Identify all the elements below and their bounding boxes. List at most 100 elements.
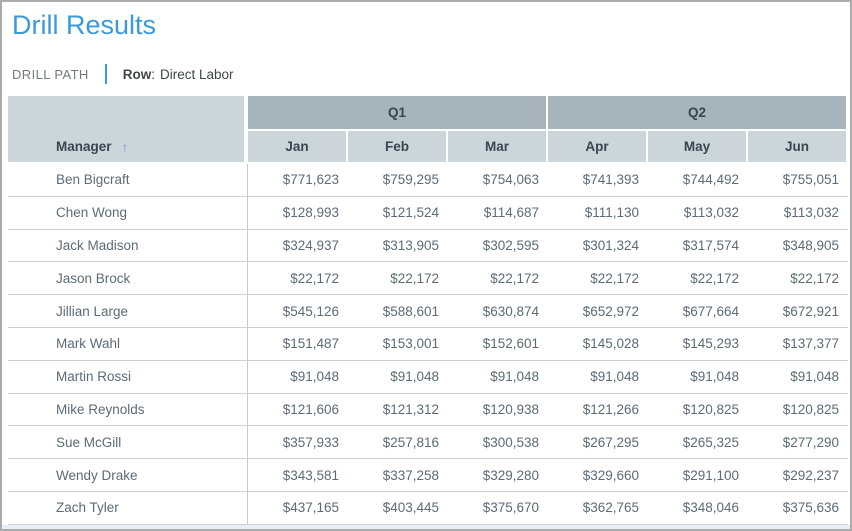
value-cell: $313,905	[382, 237, 439, 253]
value-cell: $630,874	[482, 303, 539, 319]
value-cell: $114,687	[483, 205, 539, 221]
value-cell: $267,295	[582, 434, 639, 450]
value-cell: $113,032	[783, 205, 839, 221]
value-cell: $22,172	[390, 270, 439, 286]
drill-path-divider	[104, 64, 107, 84]
manager-cell: Jack Madison	[8, 229, 248, 262]
value-cell: $121,266	[582, 401, 639, 417]
value-cell: $121,606	[282, 401, 339, 417]
value-cell: $300,538	[482, 434, 539, 450]
table-row: Ben Bigcraft $771,623 $759,295 $754,063 …	[8, 164, 848, 197]
value-cell: $771,623	[282, 172, 339, 188]
value-cell: $545,126	[282, 303, 339, 319]
value-cell: $128,993	[282, 205, 339, 221]
value-cell: $265,325	[682, 434, 739, 450]
column-header-jun[interactable]: Jun	[748, 131, 848, 162]
value-cell: $277,290	[782, 434, 839, 450]
value-cell: $91,048	[390, 369, 439, 385]
value-cell: $145,293	[682, 336, 739, 352]
value-cell: $22,172	[490, 270, 539, 286]
value-cell: $153,001	[382, 336, 439, 352]
value-cell: $375,636	[782, 500, 839, 516]
group-q1-label: Q1	[387, 105, 406, 120]
value-cell: $759,295	[382, 172, 439, 188]
month-label: May	[683, 139, 711, 154]
manager-cell: Martin Rossi	[8, 360, 248, 393]
table-row: Jason Brock $22,172 $22,172 $22,172 $22,…	[8, 262, 848, 296]
group-header-q2: Q2	[548, 96, 848, 129]
column-header-feb[interactable]: Feb	[348, 131, 448, 162]
value-cell: $744,492	[682, 172, 739, 188]
table-row: Sue McGill $357,933 $257,816 $300,538 $2…	[8, 426, 848, 460]
sort-ascending-icon[interactable]: ↑	[121, 139, 129, 155]
manager-cell: Jillian Large	[8, 295, 248, 327]
table-row: Mike Reynolds $121,606 $121,312 $120,938…	[8, 393, 848, 427]
value-cell: $120,825	[682, 401, 739, 417]
value-cell: $137,377	[782, 336, 839, 352]
column-header-may[interactable]: May	[648, 131, 748, 162]
value-cell: $329,660	[582, 467, 639, 483]
month-label: Jun	[784, 139, 809, 154]
value-cell: $22,172	[290, 270, 339, 286]
value-cell: $324,937	[282, 237, 339, 253]
horizontal-scrollbar-track[interactable]	[2, 525, 850, 529]
value-cell: $343,581	[282, 467, 339, 483]
value-cell: $741,393	[582, 172, 639, 188]
value-cell: $292,237	[782, 467, 839, 483]
value-cell: $111,130	[584, 205, 639, 221]
drill-path-row-label: Row	[122, 66, 152, 82]
drill-path-bar: DRILL PATH Row: Direct Labor	[12, 64, 850, 84]
value-cell: $302,595	[482, 237, 539, 253]
drill-path-row-value: Direct Labor	[159, 66, 234, 82]
table-body: Ben Bigcraft $771,623 $759,295 $754,063 …	[8, 164, 848, 525]
manager-cell: Ben Bigcraft	[8, 164, 248, 196]
value-cell: $291,100	[682, 467, 739, 483]
value-cell: $652,972	[582, 303, 639, 319]
value-cell: $120,825	[782, 401, 839, 417]
value-cell: $588,601	[382, 303, 439, 319]
value-cell: $22,172	[590, 270, 639, 286]
value-cell: $257,816	[382, 434, 439, 450]
value-cell: $375,670	[482, 500, 539, 516]
drill-results-table: Manager ↑ Q1 Q2 Jan Feb Mar Apr May Jun …	[8, 96, 848, 525]
table-header: Manager ↑ Q1 Q2 Jan Feb Mar Apr May Jun	[8, 96, 848, 162]
value-cell: $152,601	[482, 336, 539, 352]
page-title: Drill Results	[12, 10, 157, 40]
table-row: Mark Wahl $151,487 $153,001 $152,601 $14…	[8, 327, 848, 361]
value-cell: $329,280	[482, 467, 539, 483]
value-cell: $91,048	[790, 369, 839, 385]
value-cell: $437,165	[282, 500, 339, 516]
month-label: Mar	[484, 139, 509, 154]
value-cell: $754,063	[482, 172, 539, 188]
month-label: Feb	[384, 139, 409, 154]
column-header-apr[interactable]: Apr	[548, 131, 648, 162]
value-cell: $755,051	[782, 172, 839, 188]
value-cell: $362,765	[582, 500, 639, 516]
manager-header-label: Manager	[56, 139, 112, 154]
table-row: Jack Madison $324,937 $313,905 $302,595 …	[8, 229, 848, 263]
column-header-mar[interactable]: Mar	[448, 131, 548, 162]
manager-cell: Wendy Drake	[8, 459, 248, 491]
table-row: Zach Tyler $437,165 $403,445 $375,670 $3…	[8, 491, 848, 525]
value-cell: $348,046	[682, 500, 739, 516]
table-row: Chen Wong $128,993 $121,524 $114,687 $11…	[8, 196, 848, 230]
manager-cell: Mark Wahl	[8, 327, 248, 360]
value-cell: $91,048	[590, 369, 639, 385]
group-q2-label: Q2	[687, 105, 706, 120]
month-label: Jan	[285, 139, 309, 154]
value-cell: $677,664	[682, 303, 739, 319]
value-cell: $348,905	[782, 237, 839, 253]
value-cell: $91,048	[490, 369, 539, 385]
value-cell: $672,921	[782, 303, 839, 319]
value-cell: $145,028	[582, 336, 639, 352]
value-cell: $121,312	[382, 401, 439, 417]
table-row: Jillian Large $545,126 $588,601 $630,874…	[8, 295, 848, 328]
value-cell: $301,324	[582, 237, 639, 253]
manager-column-header[interactable]: Manager ↑	[8, 96, 248, 162]
manager-cell: Jason Brock	[8, 262, 248, 295]
manager-cell: Chen Wong	[8, 196, 248, 229]
value-cell: $357,933	[282, 434, 339, 450]
value-cell: $121,524	[382, 205, 439, 221]
column-header-jan[interactable]: Jan	[248, 131, 348, 162]
value-cell: $22,172	[690, 270, 739, 286]
